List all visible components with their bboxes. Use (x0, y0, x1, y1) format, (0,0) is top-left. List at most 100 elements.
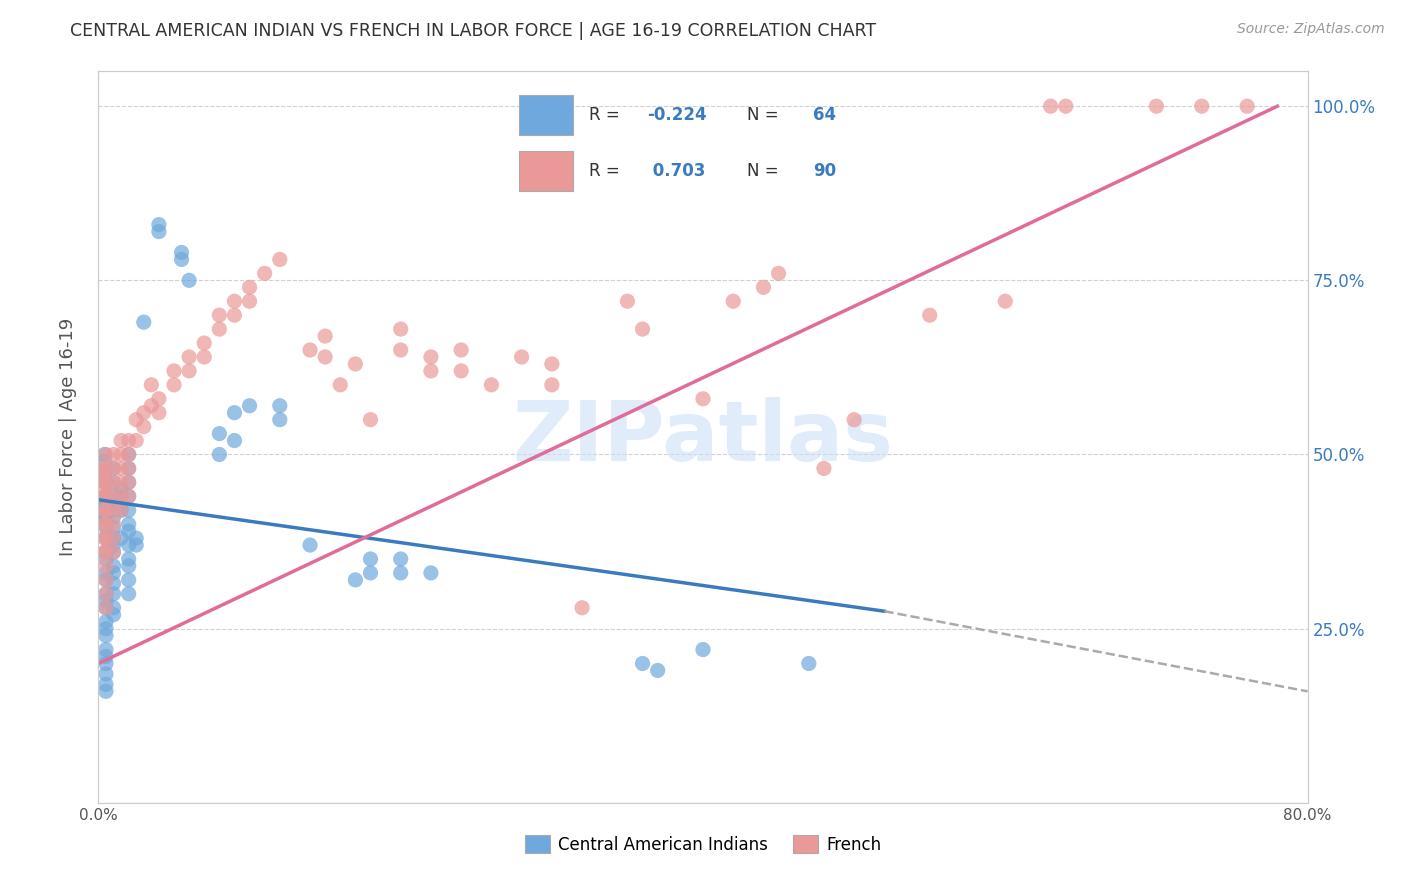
Point (93, 454, 115, 468)
Point (94, 503, 117, 517)
Point (94, 510, 117, 524)
Point (420, 566, 443, 580)
Point (103, 503, 125, 517)
Point (239, 294, 262, 309)
Point (208, 448, 231, 462)
Point (360, 552, 382, 566)
Legend: Central American Indians, French: Central American Indians, French (517, 829, 889, 860)
Point (118, 448, 141, 462)
Point (239, 280, 262, 294)
Point (239, 399, 262, 413)
Point (103, 503, 125, 517)
Point (118, 503, 141, 517)
Point (118, 524, 141, 538)
Point (103, 576, 125, 591)
Point (224, 294, 246, 309)
Point (110, 461, 132, 475)
Point (94, 677, 117, 691)
Y-axis label: In Labor Force | Age 16-19: In Labor Force | Age 16-19 (59, 318, 77, 557)
Point (110, 448, 132, 462)
Point (93, 489, 115, 503)
Point (103, 545, 125, 559)
Point (481, 377, 503, 392)
Point (208, 322, 231, 336)
Point (94, 475, 117, 490)
Point (103, 538, 125, 552)
Point (360, 566, 382, 580)
Point (420, 350, 443, 364)
Point (110, 489, 132, 503)
Point (91, 503, 114, 517)
Point (1236, 99, 1258, 113)
Point (389, 322, 412, 336)
Point (103, 461, 125, 475)
Point (118, 489, 141, 503)
Point (1191, 99, 1213, 113)
Point (93, 475, 115, 490)
Point (91, 461, 114, 475)
Point (269, 412, 291, 426)
Point (163, 377, 186, 392)
Point (631, 322, 654, 336)
Point (193, 336, 215, 351)
Point (103, 489, 125, 503)
Point (118, 461, 141, 475)
Point (93, 448, 115, 462)
Point (797, 657, 820, 671)
Point (91, 468, 114, 483)
Point (94, 587, 117, 601)
Point (94, 629, 117, 643)
Point (571, 600, 593, 615)
Point (141, 399, 163, 413)
Point (540, 377, 562, 392)
Point (110, 434, 132, 448)
Point (420, 364, 443, 378)
Point (344, 573, 367, 587)
Point (813, 461, 835, 475)
Point (118, 461, 141, 475)
Point (118, 475, 141, 490)
Point (118, 538, 141, 552)
Point (631, 657, 654, 671)
Point (510, 350, 533, 364)
Point (540, 357, 562, 371)
Point (103, 558, 125, 573)
Point (647, 664, 669, 678)
Point (389, 566, 412, 580)
Point (389, 343, 412, 357)
Point (94, 558, 117, 573)
Point (118, 434, 141, 448)
Point (170, 245, 193, 260)
Point (94, 552, 117, 566)
Point (148, 218, 170, 232)
Point (141, 377, 163, 392)
Point (103, 545, 125, 559)
Point (93, 468, 115, 483)
Point (93, 545, 115, 559)
Point (94, 545, 117, 559)
Point (118, 573, 141, 587)
Point (103, 475, 125, 490)
Point (132, 419, 155, 434)
Point (389, 552, 412, 566)
Point (94, 667, 117, 681)
Point (844, 412, 866, 426)
Point (103, 531, 125, 545)
Point (118, 517, 141, 532)
Point (752, 280, 775, 294)
Point (94, 600, 117, 615)
Point (110, 483, 132, 497)
Point (1144, 99, 1167, 113)
Point (94, 657, 117, 671)
Point (299, 538, 322, 552)
Point (103, 607, 125, 622)
Point (224, 406, 246, 420)
Text: Source: ZipAtlas.com: Source: ZipAtlas.com (1237, 22, 1385, 37)
Point (103, 531, 125, 545)
Point (193, 350, 215, 364)
Point (118, 448, 141, 462)
Point (224, 308, 246, 322)
Point (94, 461, 117, 475)
Point (1054, 99, 1077, 113)
Point (94, 531, 117, 545)
